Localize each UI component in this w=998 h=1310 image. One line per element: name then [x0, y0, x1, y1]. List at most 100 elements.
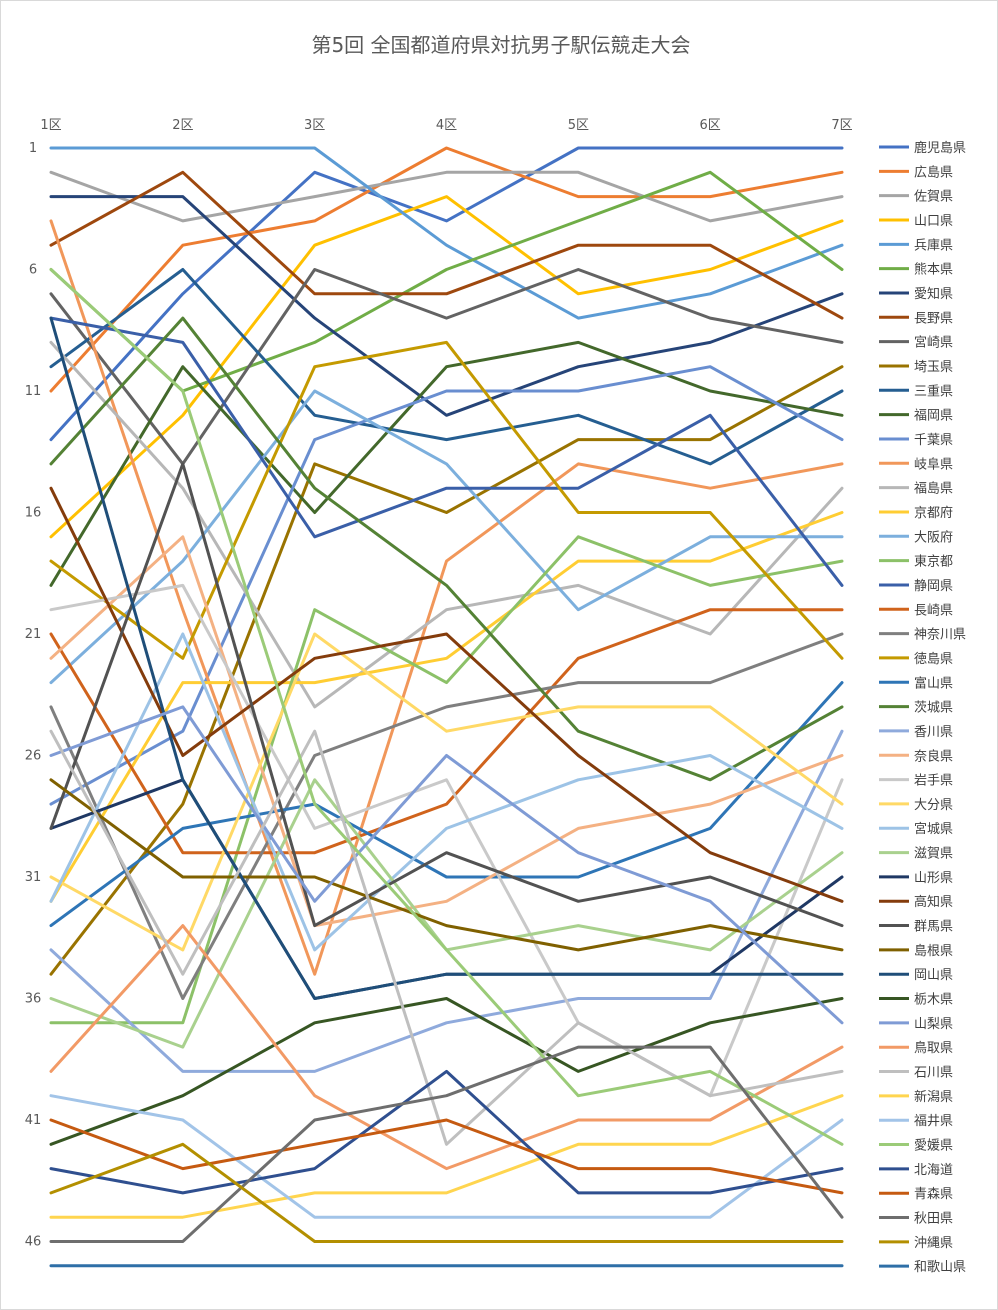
legend-label: 沖縄県	[914, 1236, 953, 1251]
x-tick-label: 7区	[831, 118, 852, 133]
series-line	[49, 316, 844, 587]
series-line	[49, 316, 844, 1000]
series-line	[49, 365, 844, 806]
legend-label: 山梨県	[914, 1017, 953, 1032]
legend-label: 静岡県	[914, 579, 953, 594]
series-line	[49, 340, 844, 709]
series-line	[49, 997, 844, 1146]
legend-label: 佐賀県	[914, 190, 953, 205]
legend-label: 和歌山県	[914, 1260, 966, 1275]
legend-label: 島根県	[914, 944, 953, 959]
legend-label: 北海道	[914, 1163, 953, 1178]
series-line	[49, 535, 844, 1025]
series-line	[49, 1142, 844, 1243]
series-line	[49, 170, 844, 223]
legend-label: 長野県	[914, 311, 953, 326]
series-line	[49, 1094, 844, 1219]
x-tick-label: 4区	[436, 118, 457, 133]
y-tick-label: 31	[25, 870, 42, 885]
legend-label: 茨城県	[914, 701, 953, 716]
legend-label: 秋田県	[914, 1212, 953, 1227]
legend-label: 京都府	[914, 506, 953, 521]
series-line	[49, 705, 844, 1025]
x-tick-label: 1区	[40, 118, 61, 133]
legend-label: 東京都	[914, 554, 953, 570]
series-line	[49, 195, 844, 417]
legend-label: 徳島県	[914, 652, 953, 667]
legend-label: 岡山県	[914, 968, 953, 983]
series-line	[49, 608, 844, 855]
series-line	[49, 170, 844, 393]
legend-label: 高知県	[914, 894, 953, 910]
series-line	[49, 729, 844, 1146]
series-line	[49, 1118, 844, 1195]
legend-label: 広島県	[914, 165, 953, 180]
legend-label: 新潟県	[914, 1089, 953, 1105]
series-line	[49, 511, 844, 903]
series-line	[49, 632, 844, 952]
y-tick-label: 1	[29, 141, 37, 156]
legend-label: 富山県	[914, 675, 953, 691]
legend-label: 岩手県	[914, 774, 953, 789]
legend-label: 鳥取県	[914, 1041, 953, 1056]
y-tick-label: 21	[25, 627, 42, 642]
legend-label: 滋賀県	[914, 847, 953, 862]
y-tick-label: 46	[25, 1235, 42, 1250]
legend-label: 群馬県	[914, 920, 953, 935]
legend-label: 埼玉県	[914, 360, 953, 375]
series-line	[49, 1094, 844, 1219]
series-line	[49, 632, 844, 1000]
series-lines	[49, 146, 844, 1268]
legend-label: 岐阜県	[914, 456, 953, 472]
series-line	[49, 170, 844, 320]
y-tick-label: 11	[25, 384, 42, 399]
y-tick-label: 41	[25, 1113, 42, 1128]
series-line	[49, 195, 844, 539]
legend-label: 福井県	[914, 1114, 953, 1129]
series-line	[49, 316, 844, 782]
legend-label: 栃木県	[914, 993, 953, 1008]
series-line	[49, 681, 844, 928]
series-line	[49, 1069, 844, 1195]
legend-label: 長崎県	[914, 603, 953, 618]
y-tick-label: 16	[25, 506, 42, 521]
legend-label: 大分県	[914, 798, 953, 813]
series-line	[49, 268, 844, 466]
legend-label: 福岡県	[914, 409, 953, 424]
series-line	[49, 462, 844, 928]
legend: 鹿児島県広島県佐賀県山口県兵庫県熊本県愛知県長野県宮崎県埼玉県三重県福岡県千葉県…	[879, 140, 966, 1275]
series-line	[49, 924, 844, 1171]
x-tick-label: 3区	[304, 118, 325, 133]
series-line	[49, 1045, 844, 1243]
legend-label: 愛知県	[914, 286, 953, 302]
series-line	[49, 535, 844, 928]
legend-label: 香川県	[914, 725, 953, 740]
legend-label: 福島県	[914, 482, 953, 497]
series-line	[49, 340, 844, 587]
x-tick-label: 2区	[172, 118, 193, 133]
x-tick-label: 5区	[568, 118, 589, 133]
series-line	[49, 146, 844, 442]
legend-label: 千葉県	[914, 433, 953, 448]
legend-label: 山形県	[914, 871, 953, 886]
series-line	[49, 729, 844, 1073]
series-line	[49, 778, 844, 952]
legend-label: 愛媛県	[914, 1139, 953, 1154]
x-tick-label: 6区	[700, 118, 721, 133]
series-line	[49, 146, 844, 320]
legend-label: 熊本県	[914, 262, 953, 278]
legend-label: 大阪府	[914, 530, 953, 545]
series-line	[49, 632, 844, 952]
series-line	[49, 146, 844, 393]
legend-label: 神奈川県	[914, 628, 966, 643]
legend-label: 鹿児島県	[914, 140, 966, 156]
chart-title: 第5回 全国都道府県対抗男子駅伝競走大会	[311, 33, 690, 57]
series-line	[49, 365, 844, 976]
legend-label: 奈良県	[914, 748, 953, 764]
y-tick-label: 36	[25, 992, 42, 1007]
legend-label: 兵庫県	[914, 238, 953, 253]
series-line	[49, 340, 844, 660]
legend-label: 宮城県	[914, 821, 953, 837]
